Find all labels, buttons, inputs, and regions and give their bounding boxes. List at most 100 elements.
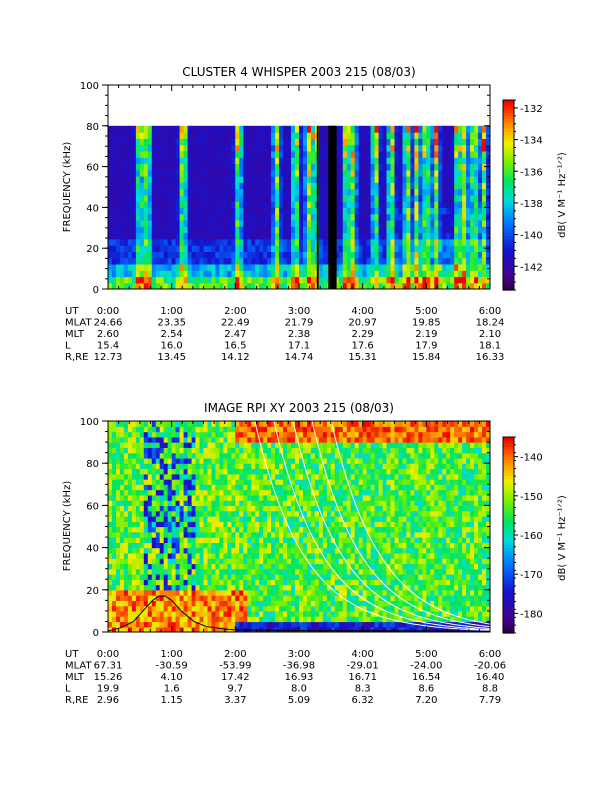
spectrogram-cell [116, 463, 121, 470]
spectrogram-cell [199, 552, 205, 559]
spectrogram-cell [203, 163, 209, 171]
spectrogram-cell [362, 263, 368, 271]
spectrogram-cell [318, 194, 324, 202]
spectrogram-cell [462, 226, 467, 234]
spectrogram-cell [108, 436, 113, 443]
spectrogram-cell [259, 157, 264, 165]
spectrogram-cell [271, 282, 276, 289]
spectrogram-cell [275, 125, 280, 133]
spectrogram-cell [223, 426, 228, 433]
spectrogram-cell [470, 150, 475, 158]
spectrogram-cell [203, 537, 209, 543]
spectrogram-cell [163, 547, 169, 554]
spectrogram-cell [147, 251, 153, 259]
spectrogram-cell [231, 213, 236, 221]
spectrogram-cell [187, 579, 193, 586]
spectrogram-cell [283, 531, 288, 538]
spectrogram-cell [112, 521, 117, 528]
spectrogram-cell [191, 169, 197, 177]
spectrogram-cell [275, 245, 280, 252]
spectrogram-cell [314, 436, 320, 443]
spectrogram-cell [175, 626, 181, 632]
spectrogram-cell [219, 276, 224, 284]
spectrogram-cell [279, 163, 284, 171]
spectrogram-cell [199, 201, 205, 208]
spectrogram-cell [279, 232, 284, 240]
spectrogram-cell [486, 232, 490, 240]
spectrogram-cell [131, 552, 137, 559]
spectrogram-cell [227, 595, 232, 601]
spectrogram-cell [386, 257, 392, 265]
spectrogram-cell [267, 442, 272, 448]
spectrogram-cell [470, 213, 475, 221]
spectrogram-cell [406, 263, 411, 271]
spectrogram-cell [259, 436, 264, 443]
spectrogram-cell [135, 489, 141, 496]
spectrogram-cell [167, 426, 173, 433]
spectrogram-cell [362, 282, 368, 289]
spectrogram-cell [187, 500, 193, 506]
spectrogram-cell [422, 238, 427, 246]
spectrogram-cell [442, 270, 447, 278]
spectrogram-cell [474, 245, 479, 252]
spectrogram-cell [239, 421, 244, 427]
spectrogram-cell [231, 473, 236, 480]
spectrogram-cell [235, 257, 240, 265]
spectrogram-cell [211, 442, 217, 448]
spectrogram-cell [167, 484, 173, 491]
spectrogram-cell [310, 510, 316, 517]
spectrogram-cell [203, 457, 209, 464]
spectrogram-cell [119, 547, 125, 554]
spectrogram-cell [307, 213, 312, 221]
colorbar-swatch [503, 188, 514, 193]
spectrogram-cell [299, 276, 304, 284]
spectrogram-cell [322, 276, 328, 284]
spectrogram-cell [119, 442, 125, 448]
colorbar-swatch [503, 103, 514, 107]
spectrogram-cell [247, 188, 252, 196]
spectrogram-cell [251, 574, 256, 580]
spectrogram-cell [378, 163, 384, 171]
spectrogram-cell [267, 125, 272, 133]
spectrogram-cell [322, 589, 328, 596]
spectrogram-cell [418, 245, 423, 252]
spectrogram-cell [127, 479, 133, 485]
spectrogram-cell [287, 442, 292, 448]
spectrogram-cell [354, 270, 360, 278]
spectrogram-cell [195, 176, 201, 183]
spectrogram-cell [251, 452, 256, 459]
spectrogram-cell [123, 484, 129, 491]
spectrogram-cell [350, 220, 356, 227]
spectrogram-cell [203, 500, 209, 506]
spectrogram-cell [303, 605, 308, 612]
spectrogram-cell [255, 610, 260, 617]
spectrogram-cell [422, 282, 427, 289]
spectrogram-cell [147, 500, 153, 506]
spectrogram-cell [394, 213, 400, 221]
spectrogram-cell [127, 431, 133, 438]
spectrogram-cell [406, 245, 411, 252]
spectrogram-cell [108, 473, 113, 480]
spectrogram-cell [243, 595, 248, 601]
spectrogram-cell [167, 542, 173, 549]
spectrogram-cell [143, 257, 149, 265]
spectrogram-cell [123, 442, 129, 448]
spectrogram-cell [243, 473, 248, 480]
spectrogram-cell [147, 282, 153, 289]
spectrogram-cell [211, 484, 217, 491]
spectrogram-cell [135, 232, 141, 240]
spectrogram-cell [430, 125, 435, 133]
spectrogram-cell [314, 442, 320, 448]
spectrogram-cell [382, 176, 388, 183]
spectrogram-cell [486, 182, 490, 190]
spectrogram-cell [366, 207, 372, 215]
spectrogram-cell [263, 226, 268, 234]
spectrogram-cell [187, 201, 193, 208]
spectrogram-cell [139, 138, 145, 146]
spectrogram-cell [255, 232, 260, 240]
spectrogram-cell [342, 263, 348, 271]
spectrogram-cell [454, 201, 459, 208]
spectrogram-cell [370, 232, 376, 240]
spectrogram-cell [378, 207, 384, 215]
spectrogram-cell [119, 201, 125, 208]
